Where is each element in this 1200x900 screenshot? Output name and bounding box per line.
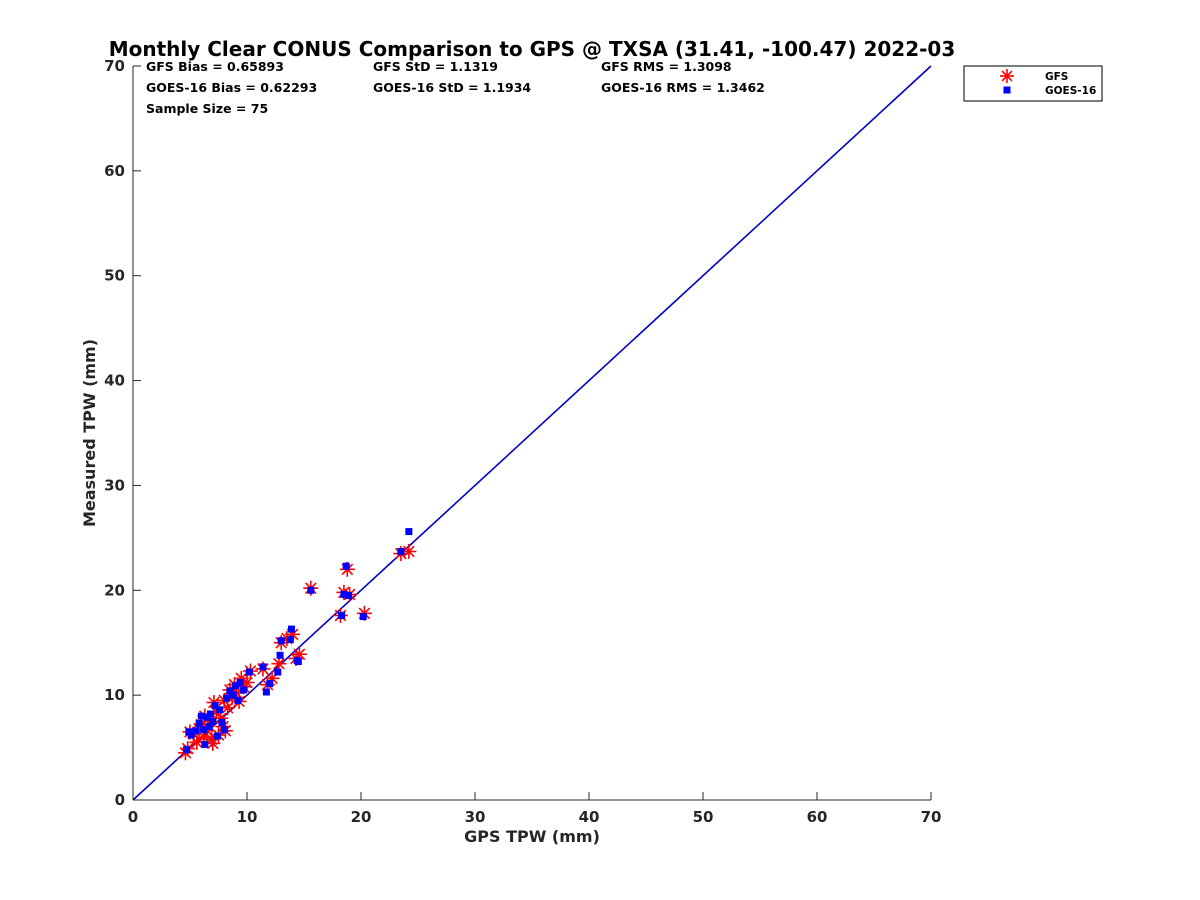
y-tick-label: 70 [104,57,125,75]
x-tick-label: 50 [693,808,714,826]
goes16-point [359,613,367,620]
y-axis-label: Measured TPW (mm) [80,339,99,527]
goes16-point [232,682,240,690]
legend-goes16-marker [1003,86,1011,94]
goes16-point [266,680,274,688]
goes16-point [192,727,200,735]
stat-text: GOES-16 Bias = 0.62293 [146,80,317,95]
goes16-point [187,731,195,739]
legend-box [963,65,1103,102]
stat-text: GOES-16 StD = 1.1934 [373,80,531,95]
stat-text: Sample Size = 75 [146,101,268,116]
legend-label: GOES-16 [1045,85,1096,97]
y-tick-label: 10 [104,686,125,704]
legend-gfs-marker [1000,69,1014,83]
goes16-point [397,547,405,555]
goes16-point [209,717,217,725]
plot-area [132,65,932,801]
goes16-point [201,740,209,748]
y-tick-label: 40 [104,372,125,390]
goes16-point [218,718,226,726]
series-gfs [177,543,417,761]
y-tick-label: 60 [104,162,125,180]
goes16-point [213,732,221,740]
x-tick-label: 10 [237,808,258,826]
goes16-point [245,668,253,676]
goes16-point [262,688,270,696]
goes16-point [216,706,224,714]
goes16-point [195,719,203,727]
goes16-point [200,726,208,734]
x-tick-label: 20 [351,808,372,826]
goes16-point [286,636,294,644]
goes16-point [405,528,413,536]
axes: 0 10 20 30 40 50 60 70 0 10 20 30 40 50 60 70 [104,57,941,826]
y-tick-label: 0 [115,791,125,809]
x-tick-label: 40 [579,808,600,826]
goes16-point [277,637,285,645]
legend: GFS GOES-16 [963,65,1103,102]
goes16-point [240,686,248,694]
goes16-point [236,679,244,687]
goes16-point [342,562,350,570]
goes16-point [294,658,302,666]
goes16-point [276,651,284,659]
goes16-point [344,592,352,600]
goes16-point [205,723,213,731]
goes16-point [234,696,242,704]
goes16-point [274,668,282,676]
goes16-point [183,746,191,754]
x-axis-label: GPS TPW (mm) [464,827,600,846]
x-tick-label: 60 [807,808,828,826]
statistics-block: GFS Bias = 0.65893 GFS StD = 1.1319 GFS RM… [146,59,765,116]
y-tick-label: 50 [104,267,125,285]
stat-text: GFS StD = 1.1319 [373,59,498,74]
one-to-one-line [132,65,932,801]
goes16-point [229,691,237,699]
goes16-point [197,712,205,720]
y-tick-label: 20 [104,581,125,599]
goes16-point [220,726,228,734]
stat-text: GFS RMS = 1.3098 [601,59,732,74]
goes16-point [211,702,219,710]
goes16-point [259,663,267,671]
goes16-point [338,611,346,619]
goes16-point [287,625,295,633]
series-goes-16 [183,528,413,754]
x-tick-label: 70 [921,808,942,826]
stat-text: GOES-16 RMS = 1.3462 [601,80,765,95]
chart-title: Monthly Clear CONUS Comparison to GPS @ … [109,37,956,61]
goes16-point [307,586,315,594]
goes16-point [340,590,348,598]
y-tick-label: 30 [104,476,125,494]
goes16-point [222,694,230,702]
x-tick-label: 0 [128,808,138,826]
legend-label: GFS [1045,71,1068,83]
x-tick-label: 30 [465,808,486,826]
goes16-point [207,710,215,718]
stat-text: GFS Bias = 0.65893 [146,59,284,74]
goes16-point [226,687,234,695]
